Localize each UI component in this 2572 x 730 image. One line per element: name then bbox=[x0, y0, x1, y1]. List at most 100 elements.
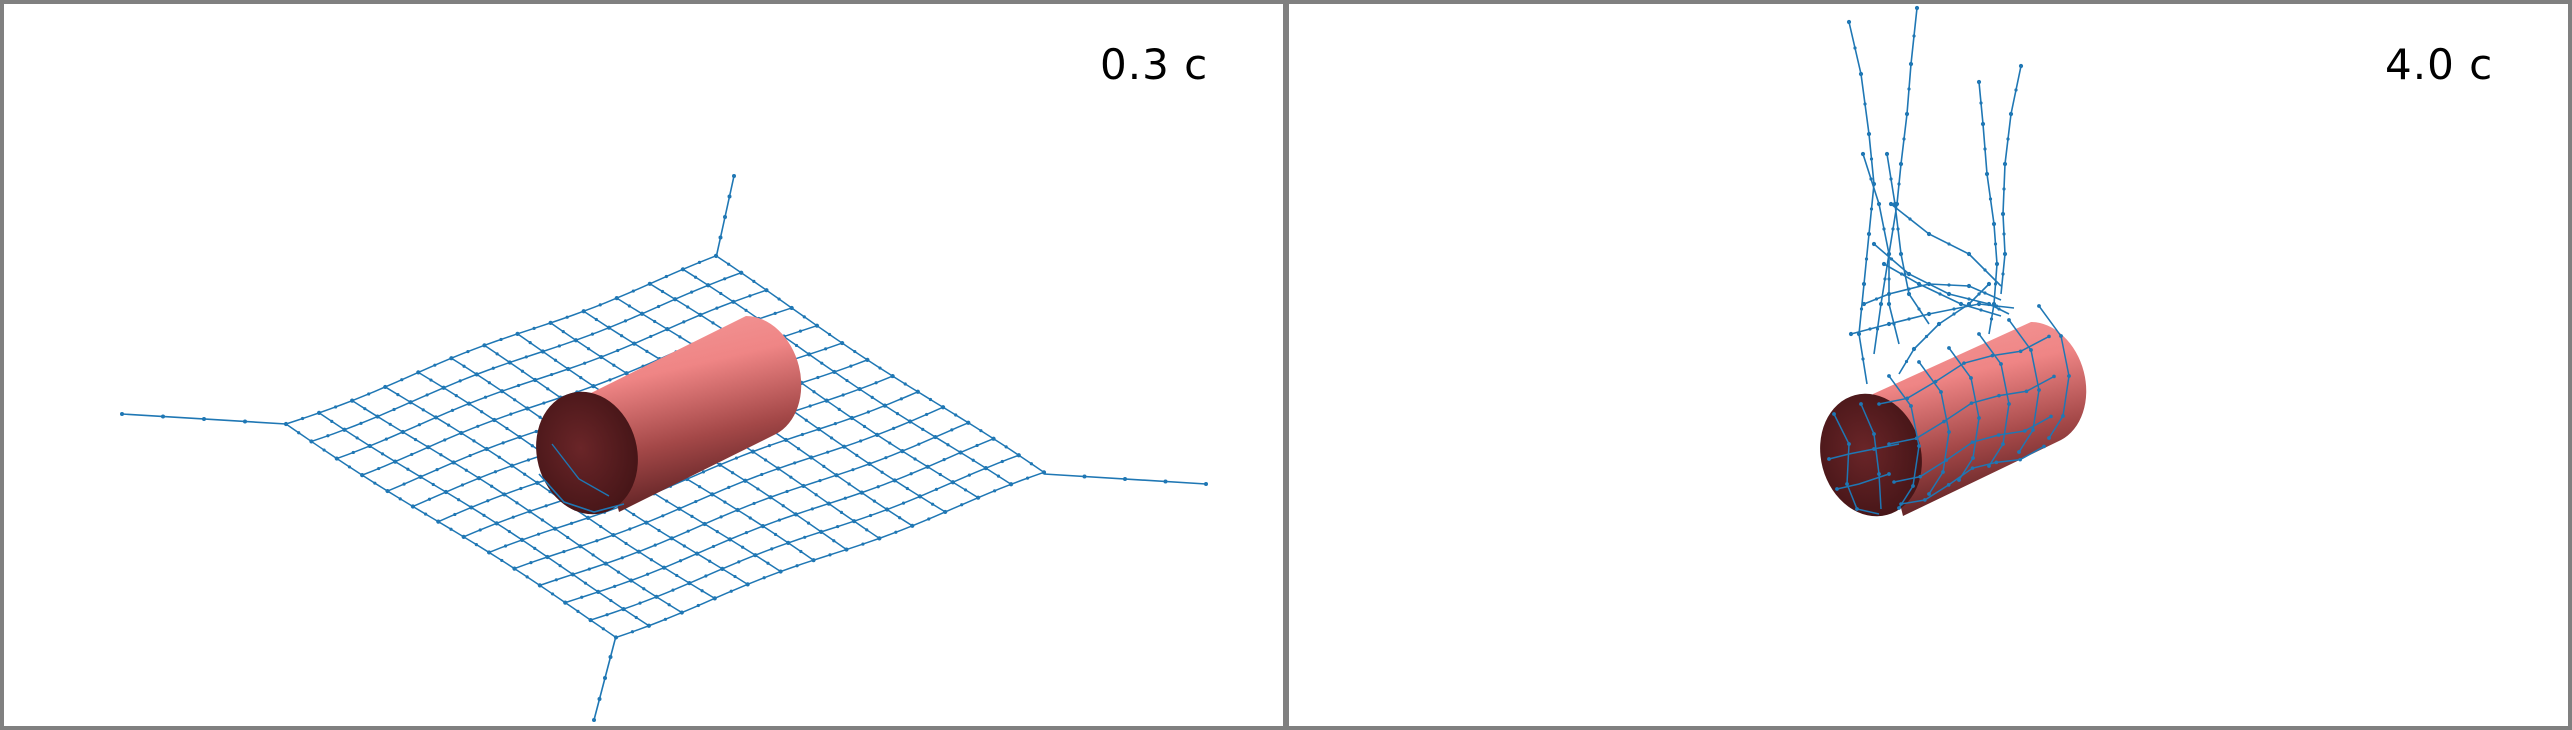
net-node bbox=[1977, 416, 1981, 420]
net-node bbox=[975, 443, 979, 448]
net-node bbox=[717, 462, 723, 467]
net-node bbox=[1882, 227, 1886, 231]
net-node bbox=[557, 344, 561, 348]
net-node bbox=[1008, 482, 1014, 487]
net-node bbox=[632, 512, 636, 517]
net-node bbox=[901, 501, 906, 505]
net-node bbox=[1877, 472, 1881, 476]
net-node bbox=[884, 456, 888, 460]
net-node bbox=[938, 472, 942, 477]
net-node bbox=[491, 366, 495, 370]
net-node bbox=[460, 483, 465, 487]
net-node bbox=[592, 718, 596, 722]
net-node bbox=[629, 578, 634, 583]
net-node bbox=[435, 468, 439, 472]
net-node bbox=[608, 378, 612, 382]
net-node bbox=[2023, 429, 2027, 433]
net-node bbox=[1845, 482, 1849, 486]
net-node bbox=[840, 340, 845, 346]
net-node bbox=[739, 270, 744, 275]
net-node bbox=[450, 408, 455, 412]
net-node bbox=[1869, 177, 1873, 181]
net-node bbox=[829, 436, 834, 440]
net-node bbox=[1875, 327, 1880, 331]
net-node bbox=[457, 498, 461, 502]
net-node bbox=[781, 504, 785, 508]
net-node bbox=[1979, 101, 1983, 105]
net-node bbox=[865, 357, 870, 362]
net-node bbox=[554, 578, 558, 582]
net-node bbox=[1866, 231, 1872, 237]
net-node bbox=[731, 299, 736, 304]
net-node bbox=[1983, 291, 1987, 295]
net-node bbox=[910, 523, 915, 528]
net-node bbox=[562, 549, 566, 554]
net-node bbox=[731, 471, 735, 475]
net-left-front bbox=[538, 443, 625, 513]
net-node bbox=[665, 327, 670, 332]
net-node bbox=[1926, 231, 1932, 237]
net-node bbox=[734, 456, 739, 460]
net-node bbox=[634, 615, 638, 620]
net-node bbox=[1902, 137, 1906, 141]
net-node bbox=[367, 443, 372, 449]
net-node bbox=[1082, 474, 1087, 479]
net-node bbox=[799, 549, 803, 554]
net-node bbox=[675, 573, 679, 578]
net-node bbox=[1947, 283, 1951, 287]
net-node bbox=[608, 655, 613, 659]
net-node bbox=[866, 410, 870, 414]
net-node bbox=[678, 559, 683, 563]
net-node bbox=[536, 532, 541, 536]
net-node bbox=[1886, 321, 1892, 327]
net-node bbox=[874, 381, 878, 385]
net-node bbox=[1916, 281, 1922, 287]
net-node bbox=[570, 572, 575, 577]
simulation-view-right bbox=[1820, 5, 2087, 517]
net-node bbox=[1908, 61, 1914, 67]
net-node bbox=[656, 304, 661, 309]
net-node bbox=[679, 610, 684, 615]
net-node bbox=[2049, 414, 2053, 419]
net-node bbox=[661, 565, 667, 570]
net-node bbox=[696, 603, 700, 608]
net-node bbox=[853, 349, 857, 354]
cylinder-left bbox=[536, 316, 802, 515]
net-node bbox=[1917, 307, 1921, 311]
net-node bbox=[1993, 282, 1998, 286]
net-strand bbox=[1886, 153, 1930, 325]
panel-right: 4.0 c bbox=[1285, 0, 2572, 730]
net-node bbox=[868, 513, 873, 518]
net-node bbox=[1942, 419, 1946, 424]
net-node bbox=[967, 473, 971, 477]
net-node bbox=[903, 382, 907, 386]
net-node bbox=[540, 518, 544, 522]
net-node bbox=[744, 308, 748, 312]
net-node bbox=[814, 323, 820, 328]
net-node bbox=[996, 474, 1001, 478]
net-node bbox=[1947, 346, 1951, 350]
net-node bbox=[581, 309, 586, 314]
net-node bbox=[334, 405, 338, 409]
net-node bbox=[720, 566, 725, 571]
net-strand bbox=[538, 473, 625, 513]
net-node bbox=[413, 437, 418, 442]
net-node bbox=[671, 588, 675, 592]
net-node bbox=[1899, 272, 1904, 276]
net-node bbox=[416, 370, 421, 375]
net-right-wrapped bbox=[1827, 5, 2071, 515]
net-node bbox=[677, 506, 682, 511]
net-node bbox=[393, 459, 398, 464]
net-node bbox=[410, 452, 414, 457]
net-node bbox=[647, 281, 652, 286]
net-node bbox=[599, 354, 604, 360]
net-node bbox=[334, 456, 339, 461]
net-node bbox=[645, 349, 649, 353]
net-node bbox=[363, 407, 367, 411]
net-node bbox=[342, 427, 347, 432]
net-node bbox=[1000, 459, 1004, 464]
panel-label-left: 0.3 c bbox=[1100, 40, 1209, 89]
net-node bbox=[908, 419, 913, 424]
net-node bbox=[933, 434, 938, 440]
net-node bbox=[509, 463, 515, 468]
